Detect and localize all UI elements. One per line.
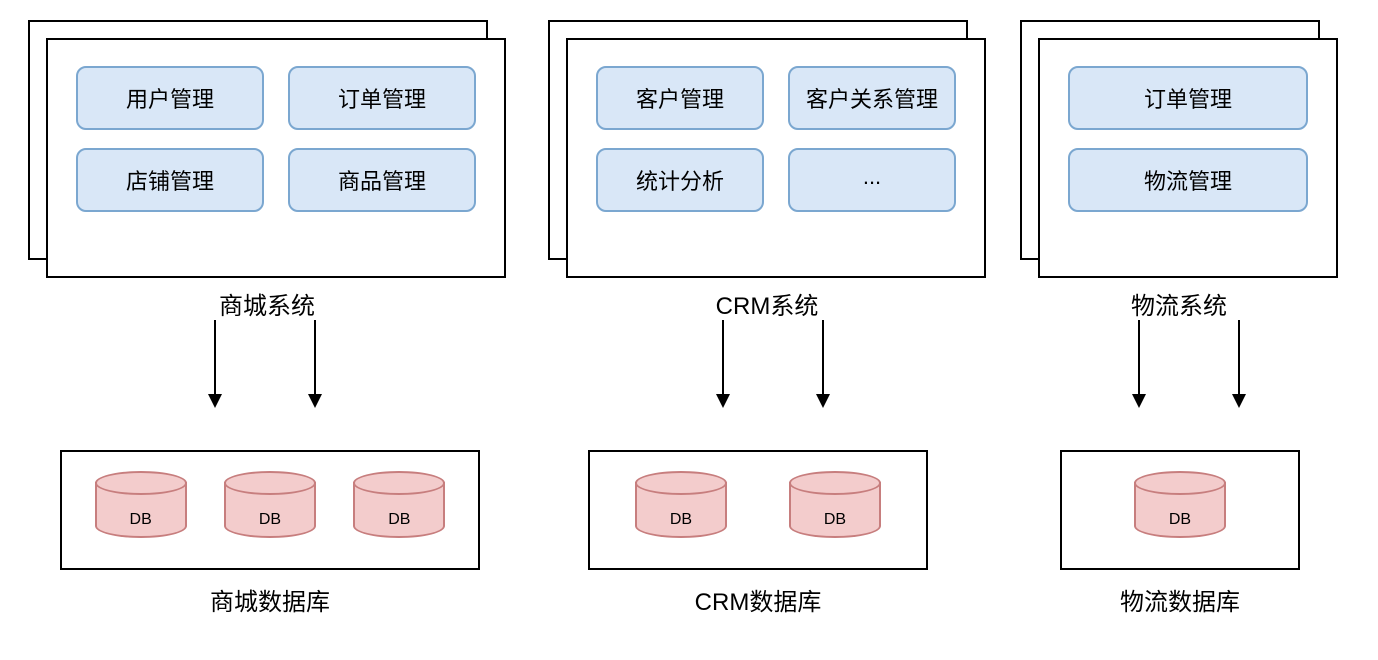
module-mall-2: 店铺管理 <box>76 148 264 212</box>
db-box-crm: DB DB <box>588 450 928 570</box>
module-grid: 客户管理客户关系管理统计分析... <box>568 40 984 238</box>
db-label-text: DB <box>353 511 445 529</box>
system-logistics: 订单管理物流管理 <box>1020 20 1338 278</box>
system-crm: 客户管理客户关系管理统计分析... <box>548 20 986 278</box>
db-label-text: DB <box>789 511 881 529</box>
system-mall: 用户管理订单管理店铺管理商品管理 <box>28 20 506 278</box>
db-label-text: DB <box>635 511 727 529</box>
arrow-crm-0 <box>722 320 724 406</box>
db-cylinder-mall-0: DB <box>95 471 187 549</box>
db-label-text: DB <box>95 511 187 529</box>
arrow-logistics-1 <box>1238 320 1240 406</box>
module-logistics-0: 订单管理 <box>1068 66 1308 130</box>
module-crm-3: ... <box>788 148 956 212</box>
system-label-mall: 商城系统 <box>28 286 506 321</box>
module-logistics-1: 物流管理 <box>1068 148 1308 212</box>
db-label-text: DB <box>224 511 316 529</box>
db-cylinder-mall-2: DB <box>353 471 445 549</box>
arrow-crm-1 <box>822 320 824 406</box>
module-grid: 订单管理物流管理 <box>1040 40 1336 238</box>
db-caption-logistics: 物流数据库 <box>1060 582 1300 617</box>
stack-front-box: 用户管理订单管理店铺管理商品管理 <box>46 38 506 278</box>
module-crm-1: 客户关系管理 <box>788 66 956 130</box>
module-mall-0: 用户管理 <box>76 66 264 130</box>
db-label-text: DB <box>1134 511 1226 529</box>
db-cylinder-mall-1: DB <box>224 471 316 549</box>
arrow-mall-1 <box>314 320 316 406</box>
module-grid: 用户管理订单管理店铺管理商品管理 <box>48 40 504 238</box>
db-caption-crm: CRM数据库 <box>588 582 928 617</box>
db-cylinder-logistics-0: DB <box>1134 471 1226 549</box>
arrow-logistics-0 <box>1138 320 1140 406</box>
module-mall-1: 订单管理 <box>288 66 476 130</box>
system-label-logistics: 物流系统 <box>1020 286 1338 321</box>
module-crm-2: 统计分析 <box>596 148 764 212</box>
db-cylinder-crm-0: DB <box>635 471 727 549</box>
db-cylinder-crm-1: DB <box>789 471 881 549</box>
db-box-mall: DB DB DB <box>60 450 480 570</box>
db-box-logistics: DB <box>1060 450 1300 570</box>
stack-front-box: 订单管理物流管理 <box>1038 38 1338 278</box>
architecture-diagram: 用户管理订单管理店铺管理商品管理商城系统DBDBDB商城数据库客户管理客户关系管… <box>0 0 1378 660</box>
module-mall-3: 商品管理 <box>288 148 476 212</box>
arrow-mall-0 <box>214 320 216 406</box>
system-label-crm: CRM系统 <box>548 286 986 321</box>
db-caption-mall: 商城数据库 <box>60 582 480 617</box>
stack-front-box: 客户管理客户关系管理统计分析... <box>566 38 986 278</box>
module-crm-0: 客户管理 <box>596 66 764 130</box>
